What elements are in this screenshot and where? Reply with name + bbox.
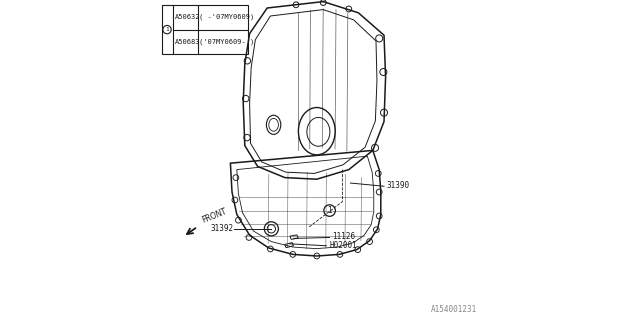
Text: 1: 1 bbox=[327, 206, 332, 215]
Text: ( -'07MY0609): ( -'07MY0609) bbox=[198, 14, 254, 20]
Text: 11126: 11126 bbox=[333, 232, 356, 241]
Text: 31390: 31390 bbox=[387, 181, 410, 190]
Text: A154001231: A154001231 bbox=[431, 305, 477, 314]
Text: 1: 1 bbox=[165, 27, 169, 32]
Text: FRONT: FRONT bbox=[201, 206, 228, 225]
Text: 31392: 31392 bbox=[210, 224, 234, 233]
Text: A50632: A50632 bbox=[174, 14, 200, 20]
Text: A50683: A50683 bbox=[174, 39, 200, 45]
Text: H02001: H02001 bbox=[329, 241, 357, 250]
Bar bbox=[161, 5, 248, 54]
Text: ('07MY0609- ): ('07MY0609- ) bbox=[198, 39, 254, 45]
